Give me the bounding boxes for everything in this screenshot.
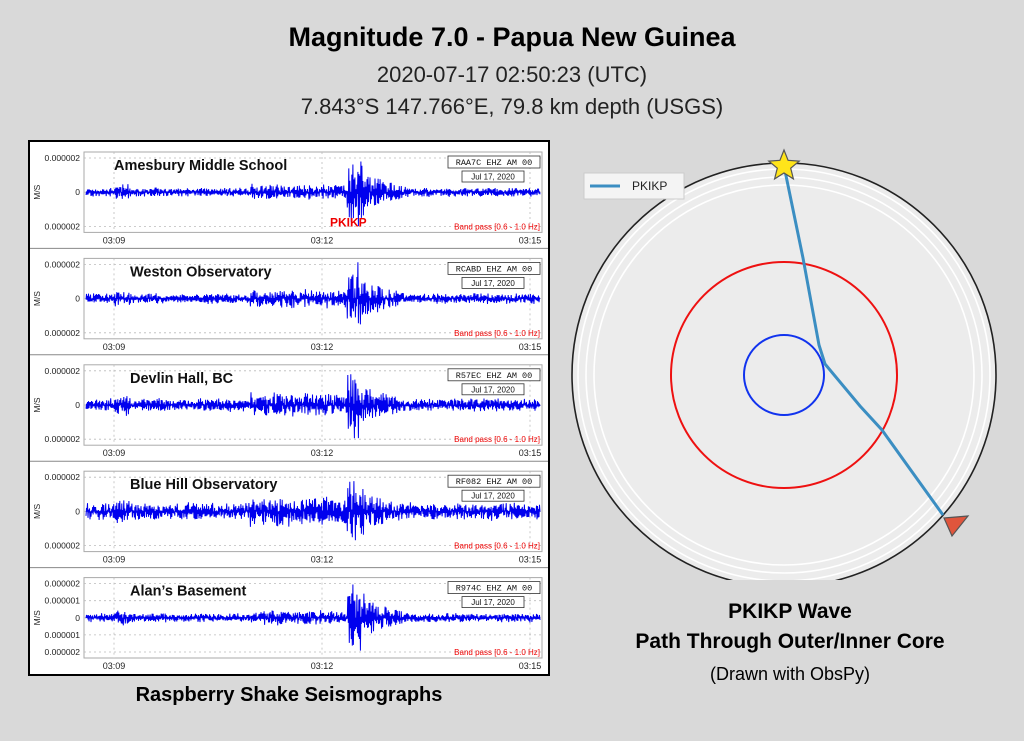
y-tick-label: 0: [75, 294, 80, 304]
x-tick-label: 03:15: [519, 342, 542, 352]
y-axis-label: M/S: [32, 397, 42, 412]
ray-path-diagram: PKIKP: [571, 148, 997, 580]
date-label: Jul 17, 2020: [471, 385, 515, 394]
outer-core-boundary: [670, 261, 898, 489]
x-tick-label: 03:09: [103, 235, 126, 245]
waveform-trace: [85, 262, 541, 325]
pkikp-ray-path: [782, 165, 945, 516]
legend-label: PKIKP: [632, 179, 667, 193]
waveform-trace: [85, 481, 541, 541]
mantle-layer: [585, 176, 983, 574]
phase-label: PKIKP: [330, 215, 367, 229]
y-tick-label: 0: [75, 613, 80, 623]
x-tick-label: 03:09: [103, 342, 126, 352]
mantle-layer: [593, 184, 975, 566]
waveform-trace: [85, 161, 541, 227]
y-tick-label: 0: [75, 506, 80, 516]
y-tick-label: 0: [75, 400, 80, 410]
source-star-icon: [767, 148, 801, 181]
channel-label: R974C EHZ AM 00: [456, 584, 533, 594]
x-tick-label: 03:09: [103, 555, 126, 565]
x-tick-label: 03:12: [311, 235, 334, 245]
x-tick-label: 03:15: [519, 235, 542, 245]
channel-box: [447, 474, 541, 488]
x-tick-label: 03:15: [519, 661, 542, 671]
date-label: Jul 17, 2020: [471, 598, 515, 607]
receiver-triangle-icon: [943, 515, 970, 538]
date-label: Jul 17, 2020: [471, 279, 515, 288]
x-tick-label: 03:15: [519, 555, 542, 565]
station-name: Devlin Hall, BC: [130, 371, 234, 387]
y-tick-label: 0: [75, 187, 80, 197]
y-axis-label: M/S: [32, 504, 42, 519]
station-name: Weston Observatory: [130, 264, 272, 280]
x-tick-label: 03:09: [103, 448, 126, 458]
event-location: 7.843°S 147.766°E, 79.8 km depth (USGS): [300, 94, 724, 119]
y-tick-label: 0.000001: [45, 630, 81, 640]
y-axis-label: M/S: [32, 291, 42, 306]
seismograph-caption: Raspberry Shake Seismographs: [135, 684, 443, 706]
channel-label: RF082 EHZ AM 00: [456, 477, 533, 487]
date-box: [461, 596, 525, 609]
y-tick-label: 0.000002: [45, 221, 81, 231]
y-axis-label: M/S: [32, 184, 42, 199]
y-tick-label: 0.000002: [45, 328, 81, 338]
date-box: [461, 489, 525, 502]
y-tick-label: 0.000002: [45, 259, 81, 269]
date-box: [461, 383, 525, 396]
filter-label: Band pass [0.6 - 1.0 Hz]: [454, 329, 540, 338]
channel-box: [447, 368, 541, 382]
y-tick-label: 0.000002: [45, 153, 81, 163]
page-title: Magnitude 7.0 - Papua New Guinea: [288, 22, 736, 52]
x-tick-label: 03:12: [311, 555, 334, 565]
x-tick-label: 03:12: [311, 342, 334, 352]
y-tick-label: 0.000002: [45, 472, 81, 482]
filter-label: Band pass [0.6 - 1.0 Hz]: [454, 648, 540, 657]
seismograph-chart: 0.000002 0 0.000002 M/S 03:09 03:12 03:15 Amesb…: [30, 151, 548, 671]
x-tick-label: 03:12: [311, 448, 334, 458]
date-label: Jul 17, 2020: [471, 173, 515, 182]
y-tick-label: 0.000002: [45, 366, 81, 376]
inner-core-boundary: [743, 334, 825, 416]
y-tick-label: 0.000002: [45, 647, 81, 657]
date-box: [461, 170, 525, 183]
channel-box: [447, 155, 541, 169]
x-tick-label: 03:12: [311, 661, 334, 671]
filter-label: Band pass [0.6 - 1.0 Hz]: [454, 222, 540, 231]
seismograph-panel: 0.000002 0 0.000002 M/S 03:09 03:12 03:15 Amesb…: [28, 140, 550, 676]
channel-box: [447, 262, 541, 275]
date-box: [461, 276, 525, 289]
waveform-trace: [85, 374, 541, 439]
y-tick-label: 0.000002: [45, 579, 81, 589]
waveform-trace: [85, 584, 541, 651]
wave-caption-subtitle: Path Through Outer/Inner Core: [635, 630, 945, 653]
wave-caption-credit: (Drawn with ObsPy): [709, 664, 871, 684]
x-tick-label: 03:09: [103, 661, 126, 671]
x-tick-label: 03:15: [519, 448, 542, 458]
station-name: Alan’s Basement: [130, 584, 246, 600]
event-time: 2020-07-17 02:50:23 (UTC): [376, 62, 648, 87]
wave-caption-title: PKIKP Wave: [728, 600, 852, 623]
channel-label: RCABD EHZ AM 00: [456, 264, 533, 274]
channel-box: [447, 581, 541, 595]
station-name: Amesbury Middle School: [114, 158, 287, 174]
filter-label: Band pass [0.6 - 1.0 Hz]: [454, 435, 540, 444]
filter-label: Band pass [0.6 - 1.0 Hz]: [454, 542, 540, 551]
y-tick-label: 0.000002: [45, 541, 81, 551]
y-tick-label: 0.000001: [45, 596, 81, 606]
date-label: Jul 17, 2020: [471, 492, 515, 501]
station-name: Blue Hill Observatory: [130, 477, 277, 493]
channel-label: RAA7C EHZ AM 00: [456, 158, 533, 168]
channel-label: R57EC EHZ AM 00: [456, 371, 533, 381]
y-axis-label: M/S: [32, 610, 42, 625]
y-tick-label: 0.000002: [45, 434, 81, 444]
